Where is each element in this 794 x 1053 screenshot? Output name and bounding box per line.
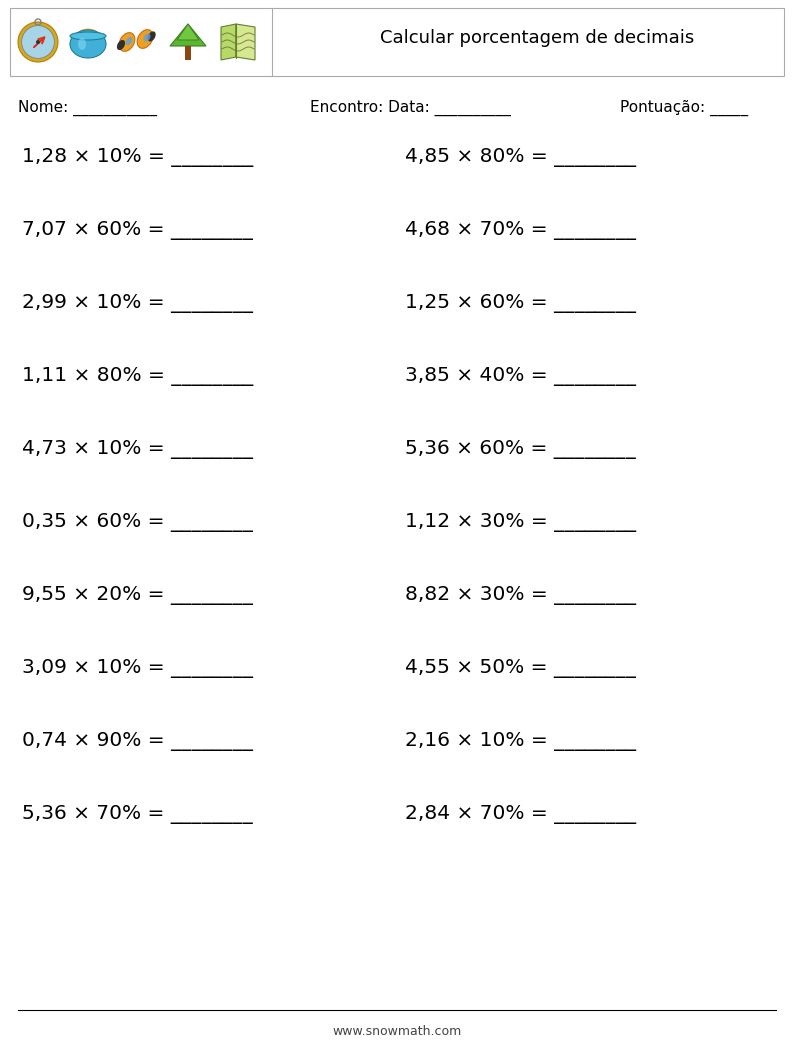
Text: 1,28 × 10% = ________: 1,28 × 10% = ________	[22, 148, 253, 167]
Text: 1,11 × 80% = ________: 1,11 × 80% = ________	[22, 367, 253, 386]
Ellipse shape	[70, 32, 106, 40]
Text: 2,84 × 70% = ________: 2,84 × 70% = ________	[405, 804, 636, 824]
Text: 5,36 × 60% = ________: 5,36 × 60% = ________	[405, 440, 636, 459]
Text: Pontuação: _____: Pontuação: _____	[620, 100, 748, 116]
Text: 1,12 × 30% = ________: 1,12 × 30% = ________	[405, 513, 636, 532]
Text: 0,74 × 90% = ________: 0,74 × 90% = ________	[22, 732, 253, 751]
Text: Nome: ___________: Nome: ___________	[18, 100, 157, 116]
Text: www.snowmath.com: www.snowmath.com	[333, 1025, 461, 1038]
Circle shape	[36, 40, 40, 44]
Text: 9,55 × 20% = ________: 9,55 × 20% = ________	[22, 587, 252, 605]
Ellipse shape	[70, 29, 106, 58]
Text: 7,07 × 60% = ________: 7,07 × 60% = ________	[22, 221, 252, 240]
Circle shape	[21, 25, 55, 58]
Text: 2,16 × 10% = ________: 2,16 × 10% = ________	[405, 732, 636, 751]
Text: 4,55 × 50% = ________: 4,55 × 50% = ________	[405, 659, 636, 678]
Polygon shape	[177, 24, 199, 40]
Text: 1,25 × 60% = ________: 1,25 × 60% = ________	[405, 294, 636, 313]
Text: 5,36 × 70% = ________: 5,36 × 70% = ________	[22, 804, 252, 824]
Ellipse shape	[119, 33, 135, 52]
Bar	[185, 45, 191, 60]
Polygon shape	[236, 24, 255, 60]
Text: 8,82 × 30% = ________: 8,82 × 30% = ________	[405, 587, 636, 605]
Ellipse shape	[117, 40, 125, 51]
Polygon shape	[170, 24, 206, 46]
Circle shape	[18, 22, 58, 62]
Polygon shape	[221, 24, 236, 60]
Ellipse shape	[148, 32, 156, 41]
Text: 4,85 × 80% = ________: 4,85 × 80% = ________	[405, 148, 636, 167]
Text: 0,35 × 60% = ________: 0,35 × 60% = ________	[22, 513, 252, 532]
Text: 4,68 × 70% = ________: 4,68 × 70% = ________	[405, 221, 636, 240]
Text: 2,99 × 10% = ________: 2,99 × 10% = ________	[22, 294, 253, 313]
Text: 4,73 × 10% = ________: 4,73 × 10% = ________	[22, 440, 253, 459]
Bar	[10, 8, 784, 76]
Text: Calcular porcentagem de decimais: Calcular porcentagem de decimais	[380, 29, 694, 47]
Ellipse shape	[125, 37, 133, 45]
Text: 3,85 × 40% = ________: 3,85 × 40% = ________	[405, 367, 636, 386]
Ellipse shape	[137, 29, 153, 48]
Ellipse shape	[78, 38, 86, 49]
Text: 3,09 × 10% = ________: 3,09 × 10% = ________	[22, 659, 253, 678]
Ellipse shape	[144, 34, 150, 42]
Text: Encontro: Data: __________: Encontro: Data: __________	[310, 100, 511, 116]
